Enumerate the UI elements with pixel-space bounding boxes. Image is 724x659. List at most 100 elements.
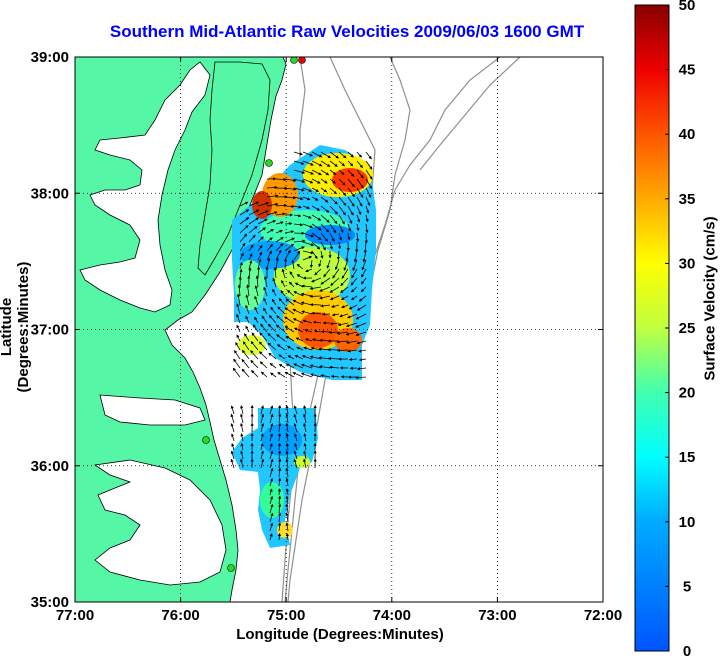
velocity-arrow [289,271,295,279]
velocity-arrow [240,422,244,433]
velocity-arrow [294,327,304,333]
velocity-arrow [269,512,274,523]
velocity-arrow [338,160,346,167]
velocity-arrow [356,169,364,179]
velocity-arrow [278,354,286,360]
velocity-arrow [347,178,355,188]
velocity-arrow [338,205,346,216]
velocity-arrow [275,243,284,252]
velocity-arrow [353,250,358,263]
velocity-arrow [358,358,367,362]
velocity-arrow [358,295,367,302]
velocity-arrow [362,250,367,263]
colorbar-tick-label: 35 [679,191,696,208]
velocity-arrow [288,281,295,288]
velocity-arrow [269,413,274,424]
velocity-arrow [239,261,243,270]
velocity-arrow [254,285,259,297]
velocity-arrow [350,277,358,286]
velocity-arrow [365,214,369,223]
velocity-arrow [257,201,270,207]
velocity-arrow [269,503,274,514]
velocity-arrow [284,307,295,315]
velocity-arrow [303,442,307,451]
colorbar [634,4,670,652]
velocity-arrow [329,241,333,250]
velocity-arrow [232,367,241,378]
velocity-arrow [292,318,304,324]
velocity-arrow [260,422,265,433]
velocity-arrow [250,340,259,351]
velocity-arrow [231,433,235,442]
velocity-arrow [248,244,254,252]
velocity-arrow [248,201,260,207]
velocity-arrow [285,450,289,460]
velocity-arrow [356,223,360,232]
velocity-arrow [329,178,336,184]
velocity-arrow [361,277,367,285]
radar-sites [202,57,306,572]
radar-site-marker [202,436,210,444]
velocity-arrow [302,250,314,255]
velocity-arrow [263,307,268,315]
velocity-arrow [277,477,282,487]
velocity-arrow [334,259,340,271]
velocity-arrow [241,368,250,378]
velocity-arrow [269,405,274,415]
velocity-arrow [266,202,279,207]
velocity-arrow [365,160,373,170]
velocity-arrow [239,252,244,261]
velocity-arrow [303,413,307,424]
velocity-arrow [320,214,330,223]
velocity-arrow [248,234,256,243]
velocity-arrow [293,178,306,183]
velocity-arrow [330,374,340,379]
delmarva-peninsula [197,61,271,276]
velocity-arrow [351,268,358,279]
velocity-arrow [291,259,295,270]
velocity-arrow [302,232,315,238]
velocity-arrow [293,413,298,424]
velocity-arrow [360,286,367,293]
velocity-arrow [285,488,290,496]
velocity-arrow [269,433,273,442]
velocity-arrow [285,442,289,451]
colorbar-tick-label: 5 [683,578,691,595]
velocity-arrow [338,187,347,196]
velocity-arrow [252,324,259,333]
velocity-arrow [304,329,313,333]
velocity-arrow [281,279,286,288]
velocity-arrow [269,450,274,460]
velocity-arrow [240,433,244,442]
velocity-arrow [285,467,289,478]
velocity-arrow [261,315,268,324]
velocity-arrow [258,341,268,351]
colorbar-tick-label: 0 [683,643,691,659]
velocity-arrow [347,349,358,353]
velocity-arrow [275,177,287,182]
velocity-arrow [350,286,358,293]
velocity-arrow [320,304,331,308]
velocity-arrow [296,263,304,270]
velocity-arrow [240,442,244,451]
velocity-arrow [303,458,307,469]
velocity-arrow [245,315,250,324]
velocity-arrow [301,284,313,288]
velocity-arrow [284,187,297,191]
velocity-arrow [239,242,246,252]
velocity-arrow [329,205,338,215]
velocity-arrow [320,160,331,167]
velocity-arrow [285,512,289,523]
velocity-arrow [293,423,298,433]
velocity-arrow [302,256,313,261]
velocity-arrow [304,338,313,342]
velocity-arrow [293,405,298,415]
velocity-arrow [269,533,273,541]
velocity-arrow [278,422,282,433]
velocity-arrow [345,322,358,328]
chart-title: Southern Mid-Atlantic Raw Velocities 200… [109,22,585,41]
velocity-arrow [266,194,279,198]
velocity-arrow [355,322,367,328]
velocity-arrow [347,151,354,158]
velocity-arrow [302,205,311,210]
